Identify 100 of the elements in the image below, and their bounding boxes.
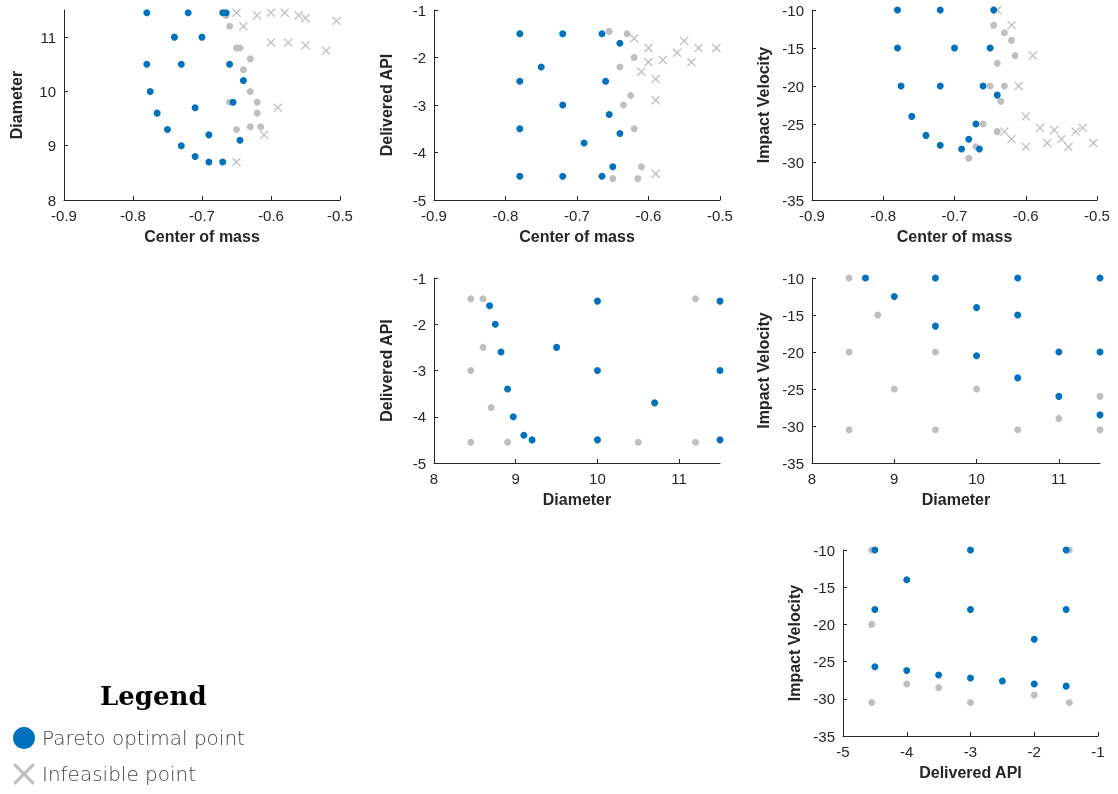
point <box>1014 311 1022 319</box>
point <box>616 130 624 137</box>
point <box>1096 426 1104 434</box>
point <box>627 92 635 99</box>
x-tick-label: 10 <box>968 470 985 487</box>
x-axis-title: Diameter <box>921 490 991 508</box>
point <box>967 606 974 614</box>
point <box>861 274 869 282</box>
point <box>170 33 178 41</box>
x-tick-label: -0.8 <box>492 207 519 224</box>
point <box>1056 134 1066 144</box>
point <box>143 60 151 68</box>
y-tick-label: -20 <box>782 77 804 95</box>
point <box>672 48 682 58</box>
x-axis-title: Center of mass <box>896 227 1013 245</box>
y-tick-label: -20 <box>813 615 835 633</box>
point <box>973 385 981 393</box>
x-tick-label: -0.9 <box>51 207 77 224</box>
y-tick-label: -10 <box>782 1 804 19</box>
point <box>686 57 696 67</box>
point <box>908 112 916 120</box>
point <box>845 426 853 434</box>
point <box>1030 635 1038 643</box>
y-tick-label: -4 <box>412 408 426 426</box>
x-tick-label: -0.6 <box>258 207 284 224</box>
x-tick-label: -0.9 <box>799 207 825 224</box>
point <box>253 98 261 106</box>
point <box>593 436 601 444</box>
point <box>253 109 261 117</box>
point <box>1065 699 1073 707</box>
point <box>644 43 653 53</box>
point <box>629 34 639 43</box>
x-tick-label: -0.7 <box>564 207 590 224</box>
y-tick-label: -1 <box>412 269 426 287</box>
point <box>273 103 283 113</box>
point <box>691 438 699 446</box>
point <box>233 125 240 133</box>
point <box>246 55 254 63</box>
y-tick-label: -5 <box>412 454 426 472</box>
point <box>990 6 998 14</box>
point <box>609 163 617 171</box>
y-tick-label: -10 <box>813 541 835 559</box>
point <box>177 60 185 68</box>
point <box>257 123 265 131</box>
point <box>1014 426 1022 434</box>
x-tick-label: -0.5 <box>1084 207 1110 224</box>
x-tick-label: 8 <box>429 470 439 487</box>
point <box>479 343 487 351</box>
point <box>487 404 495 411</box>
x-tick-label: -0.8 <box>120 207 146 224</box>
point <box>691 295 699 303</box>
point <box>637 163 645 171</box>
point <box>266 38 276 48</box>
point <box>967 674 974 682</box>
point <box>467 438 475 446</box>
y-axis-title: Diameter <box>7 70 25 140</box>
point <box>965 135 973 143</box>
point <box>516 125 524 133</box>
point <box>903 576 911 584</box>
point <box>997 97 1005 105</box>
x-axis-title: Diameter <box>542 490 612 508</box>
point <box>651 74 661 84</box>
point <box>1062 682 1070 690</box>
y-tick-label: -30 <box>782 153 804 171</box>
point <box>246 87 254 95</box>
x-tick-label: -0.8 <box>870 207 897 224</box>
y-tick-label: 9 <box>47 137 56 155</box>
y-axis-title: Impact Velocity <box>785 584 803 702</box>
point <box>509 413 517 421</box>
point <box>623 30 631 38</box>
point <box>191 104 199 112</box>
point <box>232 157 241 167</box>
point <box>1035 123 1045 133</box>
point <box>1049 125 1059 135</box>
point <box>593 297 601 305</box>
point <box>716 367 724 374</box>
point <box>238 21 248 31</box>
y-tick-label: -35 <box>782 191 804 209</box>
point <box>598 172 606 180</box>
x-tick-label: -0.7 <box>941 207 968 224</box>
point <box>1088 138 1098 148</box>
point <box>1021 111 1031 121</box>
x-tick-label: -0.6 <box>635 207 662 224</box>
point <box>651 399 659 407</box>
point <box>936 141 944 149</box>
point <box>1007 20 1016 30</box>
point <box>973 304 981 312</box>
x-axis-title: Center of mass <box>144 227 260 245</box>
point <box>553 343 561 351</box>
point <box>143 9 151 17</box>
point <box>486 302 494 310</box>
x-tick-label: -0.7 <box>189 207 215 224</box>
point <box>890 385 898 393</box>
point <box>630 54 638 61</box>
y-tick-label: 8 <box>47 191 56 209</box>
y-tick-label: -25 <box>813 653 835 671</box>
x-axis-title: Center of mass <box>519 227 635 245</box>
point <box>931 274 939 282</box>
y-tick-label: 10 <box>39 82 56 100</box>
point <box>1096 392 1104 400</box>
